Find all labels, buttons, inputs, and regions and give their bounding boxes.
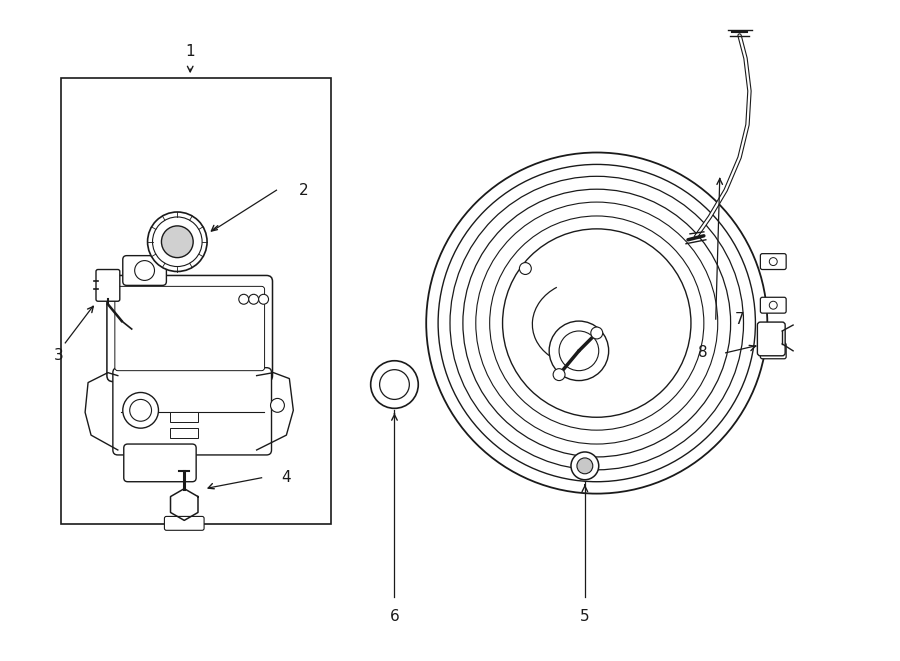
Circle shape bbox=[258, 294, 268, 304]
FancyBboxPatch shape bbox=[115, 286, 265, 371]
FancyBboxPatch shape bbox=[760, 297, 787, 313]
FancyBboxPatch shape bbox=[122, 256, 166, 286]
Circle shape bbox=[161, 226, 194, 258]
Text: 7: 7 bbox=[734, 311, 744, 327]
Text: 3: 3 bbox=[53, 348, 63, 364]
FancyBboxPatch shape bbox=[96, 270, 120, 301]
Circle shape bbox=[519, 262, 531, 274]
FancyBboxPatch shape bbox=[107, 276, 273, 381]
Circle shape bbox=[148, 212, 207, 272]
Text: 5: 5 bbox=[580, 609, 590, 624]
Circle shape bbox=[271, 399, 284, 412]
FancyBboxPatch shape bbox=[758, 322, 785, 356]
Circle shape bbox=[770, 258, 778, 266]
Polygon shape bbox=[256, 373, 293, 450]
Circle shape bbox=[770, 301, 778, 309]
Circle shape bbox=[380, 369, 410, 399]
Circle shape bbox=[371, 361, 418, 408]
Text: 4: 4 bbox=[282, 470, 292, 485]
Polygon shape bbox=[86, 373, 118, 450]
FancyBboxPatch shape bbox=[112, 368, 272, 455]
Circle shape bbox=[248, 294, 258, 304]
Text: 6: 6 bbox=[390, 609, 400, 624]
Circle shape bbox=[427, 153, 768, 494]
Circle shape bbox=[502, 229, 691, 417]
Circle shape bbox=[590, 327, 603, 339]
Bar bbox=[170, 428, 198, 438]
Circle shape bbox=[135, 260, 155, 280]
Text: 8: 8 bbox=[698, 345, 707, 360]
Circle shape bbox=[571, 452, 598, 480]
Circle shape bbox=[559, 331, 598, 371]
FancyBboxPatch shape bbox=[124, 444, 196, 482]
FancyBboxPatch shape bbox=[760, 343, 787, 359]
FancyBboxPatch shape bbox=[165, 516, 204, 530]
FancyBboxPatch shape bbox=[760, 254, 787, 270]
Text: 2: 2 bbox=[299, 182, 308, 198]
Circle shape bbox=[549, 321, 608, 381]
Polygon shape bbox=[170, 488, 198, 520]
Bar bbox=[61, 78, 331, 524]
Circle shape bbox=[770, 347, 778, 355]
Circle shape bbox=[130, 399, 151, 421]
Circle shape bbox=[577, 458, 593, 474]
Circle shape bbox=[554, 369, 565, 381]
Text: 1: 1 bbox=[185, 44, 195, 59]
Circle shape bbox=[152, 217, 202, 266]
Bar bbox=[170, 412, 198, 422]
Circle shape bbox=[238, 294, 248, 304]
Circle shape bbox=[122, 393, 158, 428]
